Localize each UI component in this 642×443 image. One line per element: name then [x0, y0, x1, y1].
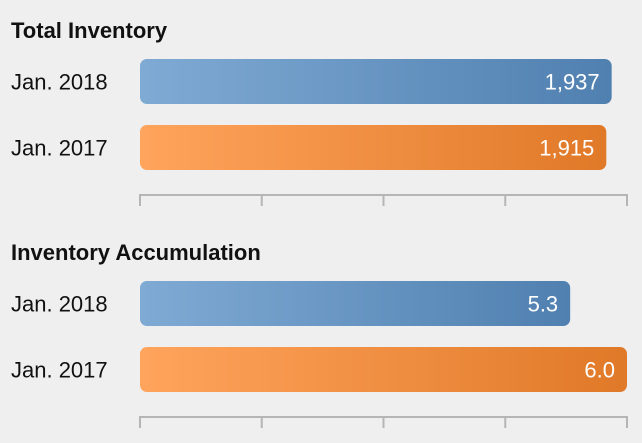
bar: [140, 59, 612, 104]
chart-total-inventory-svg: Jan. 2018 1,937 Jan. 2017 1,915: [11, 59, 628, 206]
bar: [140, 347, 627, 392]
x-axis: [139, 194, 628, 206]
category-label: Jan. 2017: [11, 136, 108, 161]
chart-title: Inventory Accumulation: [11, 240, 261, 265]
bar: [140, 125, 607, 170]
category-label: Jan. 2018: [11, 70, 108, 95]
data-label: 5.3: [528, 292, 559, 317]
category-label: Jan. 2018: [11, 292, 108, 317]
category-label: Jan. 2017: [11, 358, 108, 383]
chart-inventory-accumulation: Inventory Accumulation Jan. 2018 5.3 Jan. …: [0, 222, 642, 443]
data-label: 6.0: [584, 358, 615, 383]
x-axis: [139, 416, 628, 428]
chart-title: Total Inventory: [11, 18, 168, 43]
bar: [140, 281, 571, 326]
chart-inventory-accumulation-svg: Jan. 2018 5.3 Jan. 2017 6.0: [11, 281, 628, 428]
chart-total-inventory: Total Inventory Jan. 2018 1,937 Jan. 2017 1…: [11, 18, 628, 206]
data-label: 1,937: [545, 70, 600, 95]
data-label: 1,915: [539, 136, 594, 161]
